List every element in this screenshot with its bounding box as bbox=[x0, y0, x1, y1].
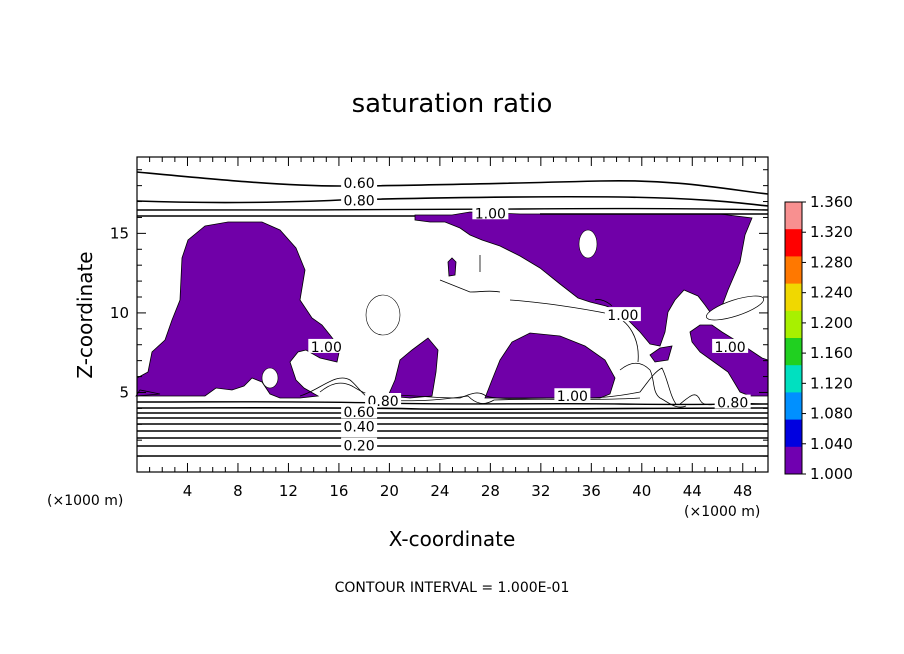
contour-label-bg bbox=[341, 404, 378, 419]
fill-region-small-2 bbox=[135, 389, 161, 397]
contour-interval-note: CONTOUR INTERVAL = 1.000E-01 bbox=[335, 580, 570, 596]
colorbar-swatch bbox=[785, 419, 802, 448]
x-tick-label: 44 bbox=[683, 482, 702, 500]
contour-label-bg bbox=[472, 205, 509, 220]
colorbar-swatch bbox=[785, 338, 802, 366]
plot-area: 0.600.801.001.000.800.600.400.201.001.00… bbox=[110, 156, 769, 500]
contour-label: 1.00 bbox=[607, 308, 638, 324]
contour-label: 0.60 bbox=[344, 176, 375, 192]
contour-label-bg bbox=[341, 175, 378, 190]
y-axis-title: Z-coordinate bbox=[73, 251, 97, 378]
hole-5 bbox=[706, 295, 764, 321]
contour-label: 1.00 bbox=[715, 340, 746, 356]
fill-region-right-strip bbox=[649, 345, 673, 363]
contour-label-bg bbox=[341, 437, 378, 452]
colorbar-swatch bbox=[785, 310, 802, 339]
colorbar-label: 1.240 bbox=[810, 284, 853, 302]
colorbar-swatch bbox=[785, 202, 802, 230]
hole-2 bbox=[578, 229, 598, 259]
colorbar-label: 1.320 bbox=[810, 223, 853, 241]
contour-label-bg bbox=[712, 338, 749, 353]
contour-label: 0.40 bbox=[344, 419, 375, 435]
contour-label-bg bbox=[341, 418, 378, 433]
colorbar-label: 1.120 bbox=[810, 374, 853, 392]
x-tick-label: 20 bbox=[380, 482, 399, 500]
colorbar: 1.360 1.320 1.280 1.240 1.200 1.160 1.120 1.080… bbox=[784, 193, 853, 483]
x-axis-ticks: 4 8 12 16 20 24 28 32 36 40 44 48 bbox=[149, 157, 756, 500]
contour-label: 1.00 bbox=[311, 340, 342, 356]
colorbar-label: 1.080 bbox=[810, 405, 853, 423]
colorbar-swatch bbox=[785, 229, 802, 257]
contour-0.80-upper bbox=[136, 195, 769, 207]
x-tick-label: 28 bbox=[481, 482, 500, 500]
contour-labels: 0.600.801.001.000.800.600.400.201.001.00… bbox=[308, 175, 751, 455]
x-axis-title: X-coordinate bbox=[389, 527, 516, 551]
contour-0.60-upper bbox=[136, 171, 769, 195]
y-tick-label: 5 bbox=[119, 383, 129, 401]
x-tick-label: 48 bbox=[733, 482, 752, 500]
contour-label: 1.00 bbox=[475, 206, 506, 222]
supersaturated-fill bbox=[135, 211, 769, 399]
y-tick-label: 15 bbox=[110, 224, 129, 242]
x-unit-label-left: (×1000 m) bbox=[47, 493, 123, 509]
contour-label-bg bbox=[365, 393, 402, 407]
colorbar-swatch bbox=[785, 446, 802, 475]
contour-label-bg bbox=[341, 192, 378, 207]
x-tick-label: 32 bbox=[531, 482, 550, 500]
contour-0.90-lower bbox=[136, 401, 769, 406]
contour-label-bg bbox=[604, 307, 641, 322]
colorbar-label: 1.160 bbox=[810, 344, 853, 362]
subsaturated-holes bbox=[261, 229, 764, 389]
colorbar-swatch bbox=[785, 392, 802, 421]
x-unit-label-right: (×1000 m) bbox=[684, 504, 760, 520]
fill-region-center-left bbox=[387, 337, 439, 399]
y-axis-ticks: 5 10 15 bbox=[110, 169, 768, 457]
x-tick-label: 40 bbox=[632, 482, 651, 500]
contour-label: 0.80 bbox=[344, 194, 375, 210]
fill-region-small bbox=[447, 257, 457, 277]
x-tick-label: 8 bbox=[233, 482, 243, 500]
hole-4 bbox=[261, 367, 279, 389]
colorbar-label: 1.280 bbox=[810, 253, 853, 271]
contour-label-bg bbox=[714, 394, 751, 409]
colorbar-swatch bbox=[785, 256, 802, 285]
contour-label: 0.60 bbox=[344, 405, 375, 421]
chart-title: saturation ratio bbox=[352, 89, 553, 119]
contour-turbulent-5 bbox=[439, 279, 501, 293]
colorbar-label: 1.360 bbox=[810, 193, 853, 211]
colorbar-label: 1.000 bbox=[810, 465, 853, 483]
contour-label: 0.80 bbox=[717, 396, 748, 412]
y-tick-label: 10 bbox=[110, 304, 129, 322]
contour-label-bg bbox=[554, 388, 591, 403]
x-tick-label: 16 bbox=[329, 482, 348, 500]
x-tick-label: 36 bbox=[582, 482, 601, 500]
contour-turbulent-8 bbox=[594, 299, 613, 307]
contour-turbulent-2 bbox=[299, 377, 641, 404]
contour-0.80-lower bbox=[136, 406, 769, 411]
colorbar-swatch bbox=[785, 283, 802, 312]
hole-1 bbox=[365, 294, 401, 336]
colorbar-frame bbox=[784, 201, 803, 475]
contour-label: 1.00 bbox=[557, 389, 588, 405]
contour-turbulent-3 bbox=[619, 362, 687, 408]
x-tick-label: 12 bbox=[279, 482, 298, 500]
colorbar-label: 1.200 bbox=[810, 314, 853, 332]
contour-1.00-upper bbox=[137, 213, 768, 217]
contour-label: 0.20 bbox=[344, 439, 375, 455]
contour-label-bg bbox=[308, 338, 345, 353]
hole-3 bbox=[411, 234, 417, 240]
colorbar-label: 1.040 bbox=[810, 435, 853, 453]
x-tick-label: 24 bbox=[430, 482, 449, 500]
colorbar-swatch bbox=[785, 365, 802, 393]
x-tick-label: 4 bbox=[183, 482, 193, 500]
